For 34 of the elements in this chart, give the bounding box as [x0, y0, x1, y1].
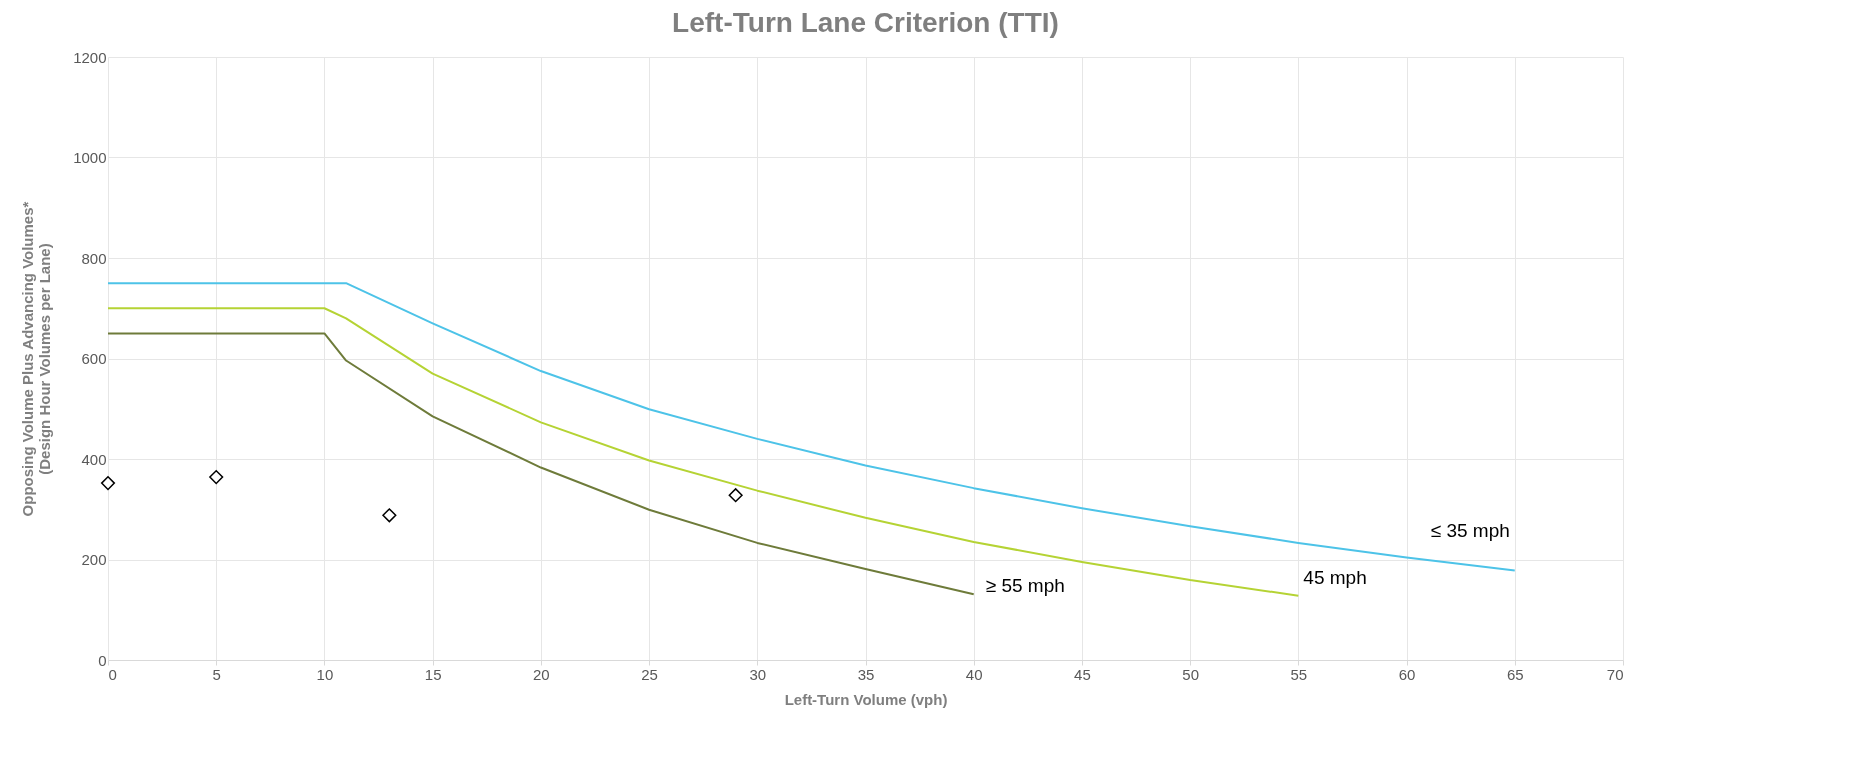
y-tick-label: 600 [81, 350, 107, 367]
series-label: ≥ 55 mph [985, 575, 1065, 597]
line-series [107, 307, 1300, 597]
x-tick-label: 10 [316, 665, 334, 683]
x-tick-label: 40 [965, 665, 983, 683]
x-axis-title: Left-Turn Volume (vph) [784, 690, 948, 708]
y-tick-label: 800 [81, 249, 107, 267]
x-tick-label: 25 [641, 665, 658, 683]
y-tick-label: 1200 [73, 48, 107, 66]
y-tick-label: 0 [98, 651, 107, 669]
x-tick-label: 50 [1182, 665, 1199, 683]
point [728, 488, 743, 503]
x-tick-label: 5 [212, 665, 221, 683]
chart-title: Left-Turn Lane Criterion (TTI) [672, 7, 1059, 38]
y-axis-title: Opposing Volume Plus Advancing Volumes* (Design Hour Volumes per Lane) [19, 201, 54, 517]
x-tick-label: 35 [857, 665, 875, 683]
x-tick-label: 45 [1074, 665, 1091, 683]
x-tick-label: 30 [749, 665, 767, 683]
x-tick-label: 60 [1398, 665, 1416, 683]
y-tick-label: 1000 [73, 149, 107, 166]
x-tick-label: 65 [1506, 665, 1524, 683]
point [209, 470, 224, 485]
x-tick-label: 20 [533, 665, 550, 683]
x-tick-label: 15 [424, 665, 442, 683]
line-series [107, 282, 1516, 572]
line-series [107, 332, 975, 596]
x-tick-label: 55 [1290, 665, 1308, 683]
point [382, 508, 397, 523]
x-tick-label: 70 [1606, 665, 1624, 683]
y-tick-label: 200 [81, 551, 107, 568]
series-label: ≤ 35 mph [1430, 519, 1510, 541]
point [100, 476, 116, 491]
y-tick-label: 400 [81, 450, 107, 468]
series-label: 45 mph [1303, 566, 1367, 588]
